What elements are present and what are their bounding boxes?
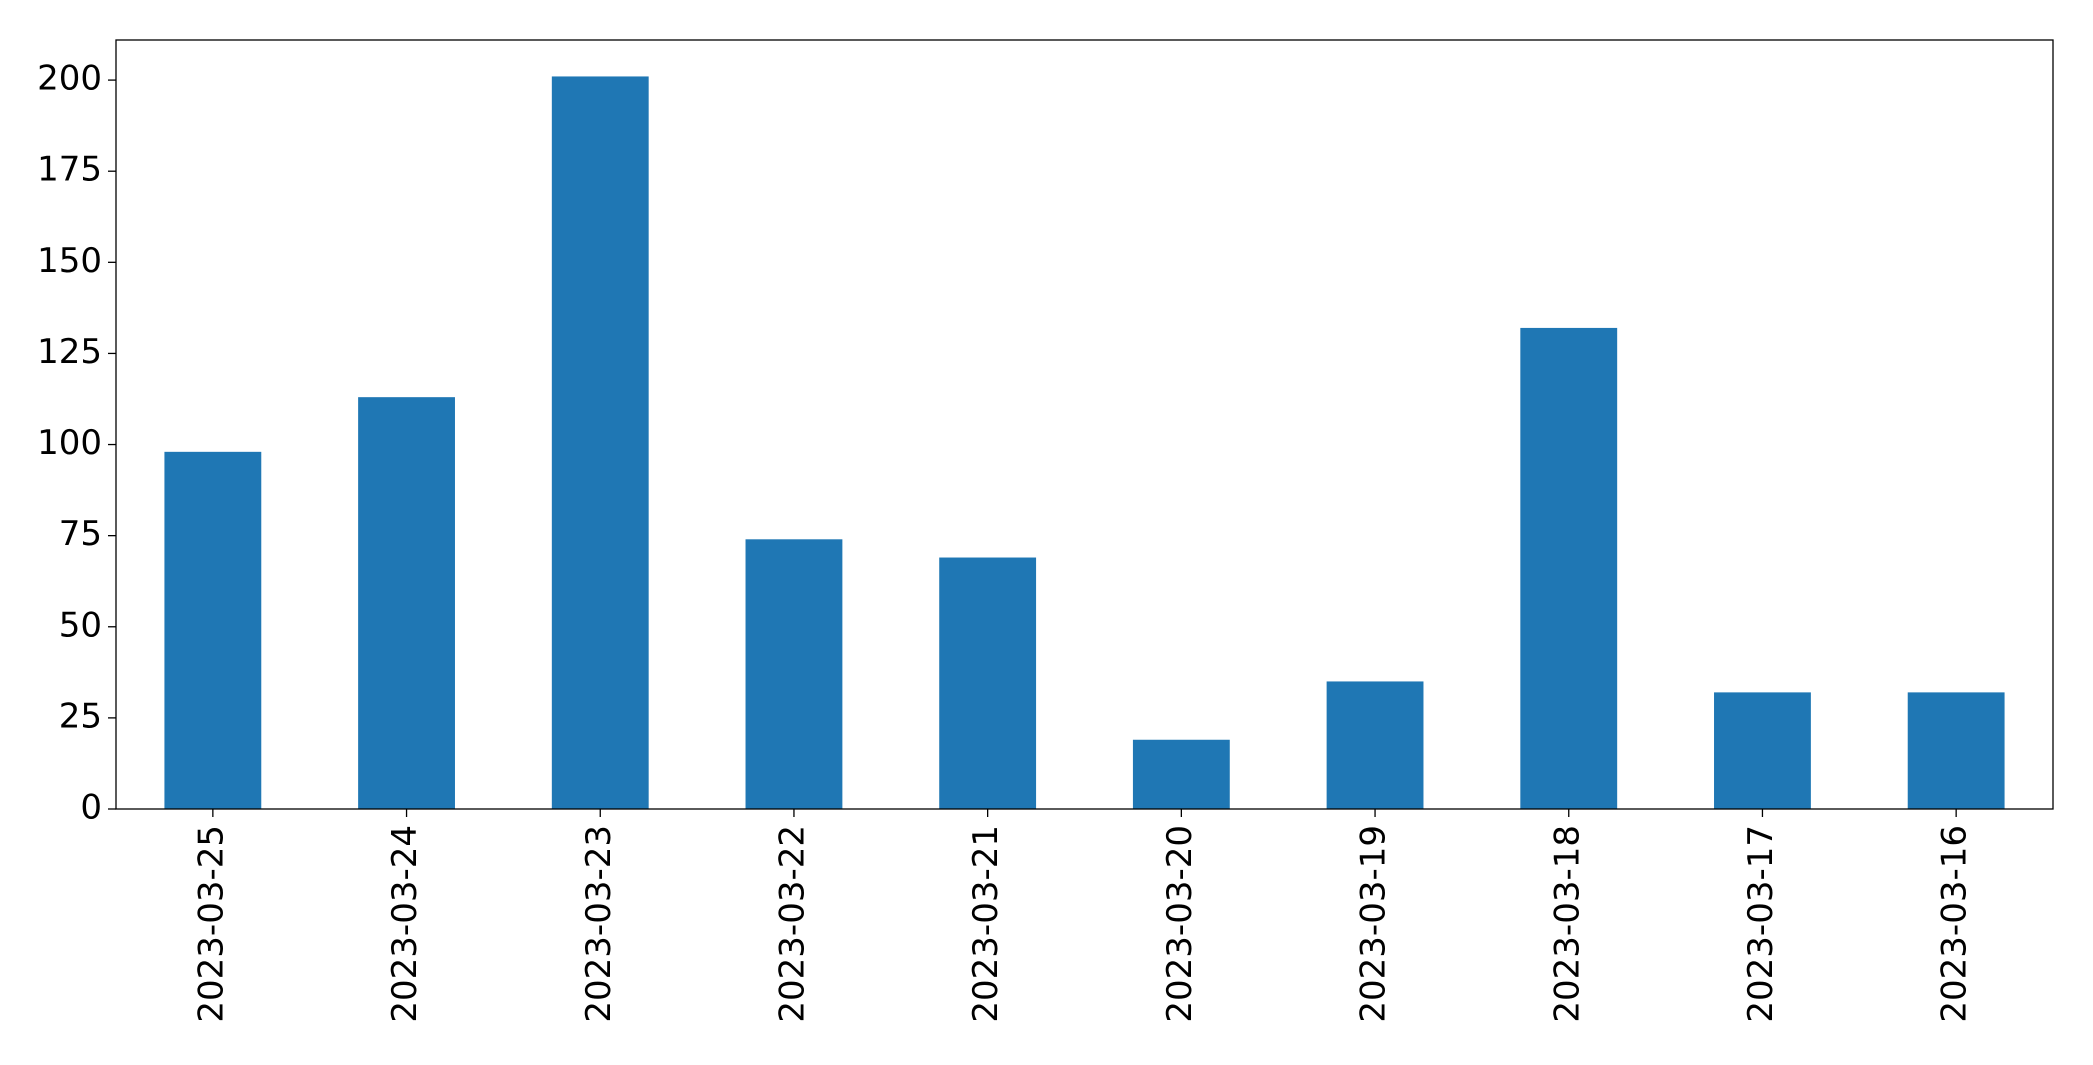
y-tick-label: 150 xyxy=(37,241,102,281)
y-tick-label: 200 xyxy=(37,59,102,99)
y-tick-label: 175 xyxy=(37,150,102,190)
x-tick-label: 2023-03-21 xyxy=(966,825,1006,1023)
y-tick-label: 50 xyxy=(59,605,102,645)
bar xyxy=(164,451,262,809)
y-tick-label: 25 xyxy=(59,696,102,736)
bar xyxy=(358,397,455,809)
plot-frame xyxy=(115,39,2054,810)
bar xyxy=(1326,681,1424,809)
x-tick-label: 2023-03-24 xyxy=(385,825,425,1023)
x-tick-label: 2023-03-25 xyxy=(191,825,231,1023)
x-tick-label: 2023-03-18 xyxy=(1547,825,1587,1023)
x-tick-label: 2023-03-17 xyxy=(1741,825,1781,1023)
x-tick-label: 2023-03-23 xyxy=(579,825,619,1023)
bar xyxy=(1520,327,1618,809)
bar xyxy=(551,76,649,809)
y-tick-label: 75 xyxy=(59,514,102,554)
x-tick-label: 2023-03-20 xyxy=(1160,825,1200,1023)
bar xyxy=(1714,692,1811,809)
y-tick-label: 0 xyxy=(80,788,102,828)
bar xyxy=(939,557,1037,809)
bar xyxy=(1132,739,1230,809)
x-tick-label: 2023-03-22 xyxy=(772,825,812,1023)
x-tick-label: 2023-03-19 xyxy=(1354,825,1394,1023)
x-tick-label: 2023-03-16 xyxy=(1935,825,1975,1023)
y-tick-label: 125 xyxy=(37,332,102,372)
y-tick-label: 100 xyxy=(37,423,102,463)
bar xyxy=(1907,692,2005,809)
bar xyxy=(745,539,843,809)
